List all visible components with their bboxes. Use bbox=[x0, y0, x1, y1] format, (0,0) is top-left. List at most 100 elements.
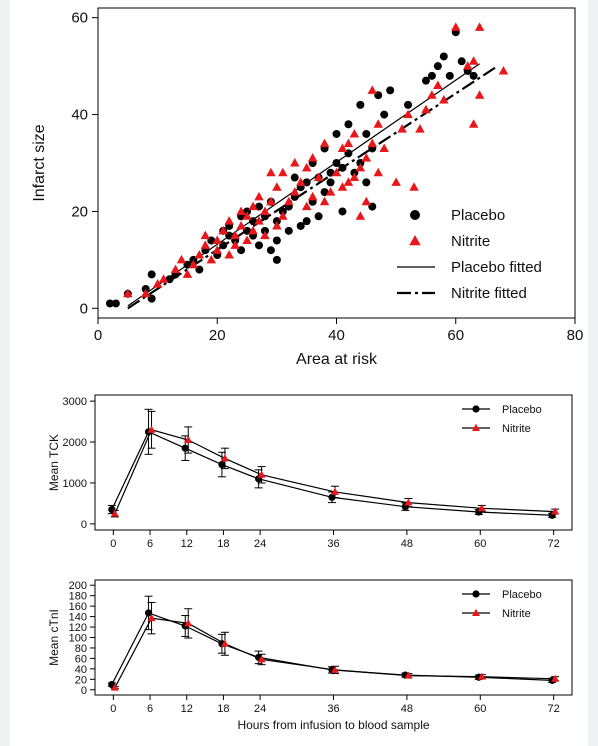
nitrite-point bbox=[349, 172, 360, 182]
y-tick-label: 40 bbox=[71, 107, 88, 124]
nitrite-point bbox=[551, 507, 560, 515]
legend-marker bbox=[409, 235, 421, 246]
nitrite-point bbox=[343, 138, 354, 148]
placebo-point bbox=[386, 86, 395, 95]
x-axis-label: Hours from infusion to blood sample bbox=[237, 718, 429, 732]
nitrite-point bbox=[224, 250, 234, 259]
nitrite-point bbox=[468, 56, 479, 65]
nitrite-point bbox=[220, 639, 229, 647]
legend-marker bbox=[472, 608, 480, 616]
nitrite-point bbox=[421, 104, 431, 114]
y-tick-label: 140 bbox=[69, 612, 87, 624]
x-tick-label: 0 bbox=[94, 327, 102, 344]
legend-label: Nitrite bbox=[451, 233, 490, 250]
x-tick-label: 36 bbox=[327, 538, 339, 550]
nitrite-point bbox=[367, 138, 378, 148]
y-tick-label: 20 bbox=[75, 674, 87, 686]
nitrite-point bbox=[331, 487, 339, 495]
nitrite-point bbox=[343, 177, 354, 186]
nitrite-point bbox=[152, 279, 163, 288]
x-tick-label: 12 bbox=[181, 538, 193, 550]
nitrite-point bbox=[110, 683, 119, 691]
nitrite-point bbox=[218, 225, 228, 235]
series-line bbox=[114, 617, 556, 688]
legend-marker bbox=[472, 405, 480, 413]
nitrite-point bbox=[257, 655, 266, 663]
nitrite-point bbox=[182, 269, 193, 278]
nitrite-point bbox=[349, 128, 360, 138]
nitrite-point bbox=[266, 196, 276, 206]
nitrite-point bbox=[230, 230, 240, 240]
placebo-point bbox=[427, 71, 436, 80]
nitrite-point bbox=[397, 124, 407, 133]
x-tick-label: 20 bbox=[209, 327, 226, 344]
legend-marker bbox=[472, 423, 480, 431]
y-tick-label: 60 bbox=[75, 653, 87, 665]
nitrite-point bbox=[184, 435, 193, 443]
nitrite-point bbox=[477, 504, 486, 512]
x-tick-label: 0 bbox=[110, 538, 116, 550]
legend-marker bbox=[472, 590, 480, 598]
legend-label: Placebo bbox=[451, 207, 505, 224]
placebo-point bbox=[302, 217, 311, 226]
placebo-point bbox=[338, 163, 347, 172]
nitrite-point bbox=[200, 230, 211, 240]
placebo-point bbox=[362, 178, 371, 187]
nitrite-point bbox=[391, 177, 401, 186]
y-tick-label: 100 bbox=[69, 633, 87, 645]
nitrite-point bbox=[427, 90, 437, 99]
nitrite-point bbox=[123, 288, 133, 298]
y-tick-label: 40 bbox=[75, 664, 87, 676]
placebo-point bbox=[218, 460, 226, 469]
nitrite-point bbox=[147, 613, 156, 622]
placebo-point bbox=[356, 100, 365, 109]
placebo-point bbox=[404, 100, 413, 109]
nitrite-point bbox=[307, 153, 318, 162]
y-tick-label: 0 bbox=[80, 300, 88, 317]
nitrite-point bbox=[212, 245, 222, 254]
x-tick-label: 36 bbox=[327, 703, 339, 715]
nitrite-point bbox=[367, 85, 378, 94]
nitrite-point bbox=[242, 235, 252, 244]
nitrite-point bbox=[361, 153, 372, 162]
y-tick-label: 80 bbox=[75, 643, 87, 655]
x-tick-label: 6 bbox=[147, 538, 153, 550]
nitrite-point bbox=[498, 65, 509, 75]
y-tick-label: 1000 bbox=[63, 478, 87, 490]
placebo-point bbox=[272, 255, 281, 264]
nitrite-point bbox=[206, 254, 217, 264]
nitrite-point bbox=[462, 61, 473, 70]
fitted-line bbox=[127, 65, 499, 310]
placebo-point bbox=[254, 202, 263, 211]
x-tick-label: 12 bbox=[181, 703, 193, 715]
legend-label: Placebo bbox=[502, 404, 542, 416]
nitrite-point bbox=[307, 191, 318, 201]
y-tick-label: 180 bbox=[69, 591, 87, 603]
nitrite-point bbox=[337, 143, 348, 152]
nitrite-point bbox=[415, 124, 425, 133]
nitrite-point bbox=[140, 288, 151, 298]
nitrite-point bbox=[319, 196, 330, 206]
placebo-point bbox=[108, 505, 116, 514]
nitrite-point bbox=[355, 162, 366, 172]
x-tick-label: 24 bbox=[254, 538, 266, 550]
nitrite-point bbox=[439, 95, 449, 104]
nitrite-point bbox=[404, 498, 413, 506]
placebo-point bbox=[272, 236, 281, 245]
nitrite-point bbox=[295, 177, 306, 186]
placebo-point bbox=[165, 275, 174, 284]
legend-label: Placebo bbox=[502, 589, 542, 601]
nitrite-point bbox=[404, 671, 413, 679]
x-tick-label: 18 bbox=[217, 538, 229, 550]
placebo-point bbox=[144, 609, 153, 617]
nitrite-point bbox=[230, 240, 240, 249]
series-line bbox=[114, 429, 556, 514]
nitrite-point bbox=[224, 216, 234, 225]
x-tick-label: 48 bbox=[401, 703, 413, 715]
nitrite-point bbox=[184, 619, 193, 627]
y-tick-label: 60 bbox=[71, 10, 88, 27]
placebo-point bbox=[469, 71, 478, 80]
placebo-point bbox=[344, 120, 353, 129]
nitrite-point bbox=[236, 206, 246, 215]
